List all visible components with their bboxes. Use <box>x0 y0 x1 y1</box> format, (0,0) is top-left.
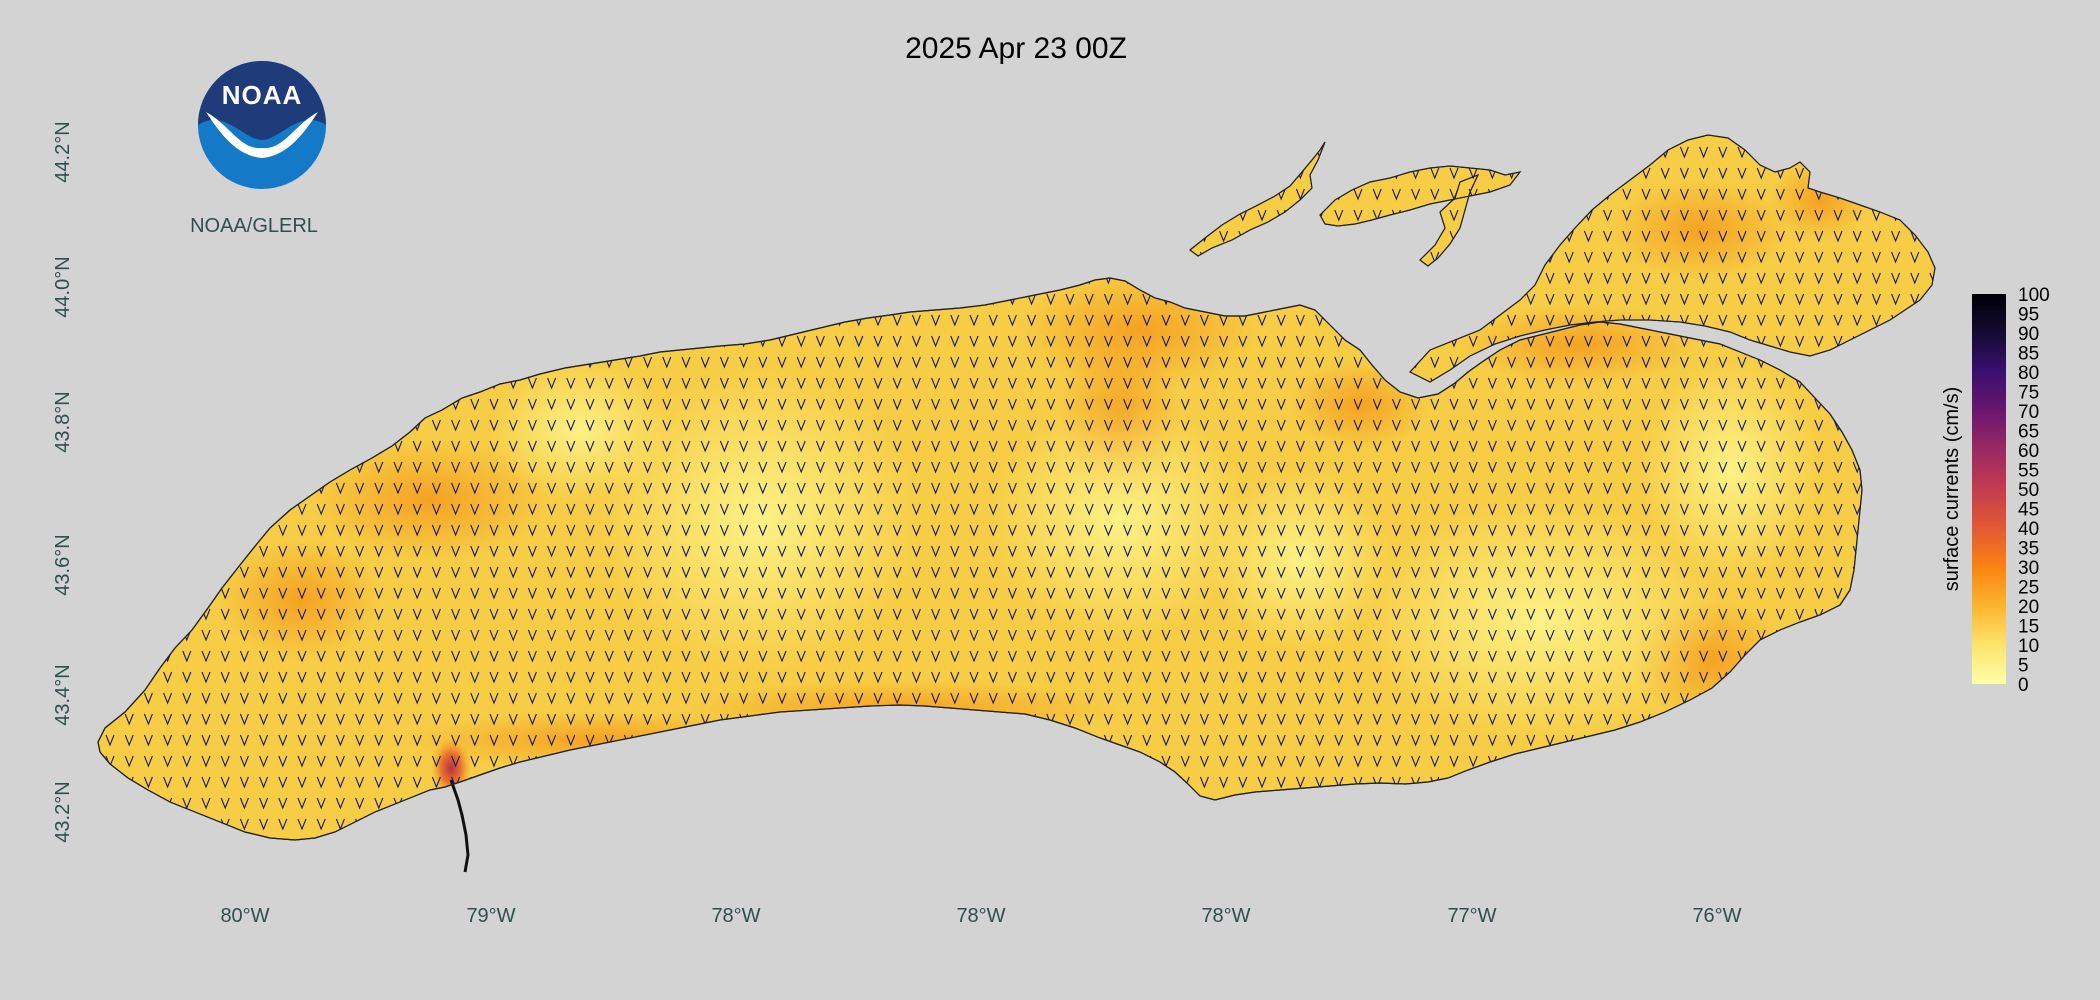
colorbar-tick-label: 45 <box>2018 500 2039 521</box>
colorbar-tick-label: 95 <box>2018 305 2039 326</box>
colorbar-tick-label: 50 <box>2018 480 2039 501</box>
colorbar-tick-label: 100 <box>2018 285 2050 306</box>
lat-label: 44.0°N <box>52 256 74 317</box>
lat-label: 43.2°N <box>52 781 74 842</box>
colorbar-tick-label: 30 <box>2018 558 2039 579</box>
noaa-logo: NOAA <box>198 61 326 189</box>
colorbar-tick-label: 70 <box>2018 402 2039 423</box>
lat-label: 43.4°N <box>52 664 74 725</box>
colorbar-tick-label: 15 <box>2018 617 2039 638</box>
colorbar: surface currents (cm/s) 0510152025303540… <box>1941 285 2050 696</box>
colorbar-tick-label: 65 <box>2018 422 2039 443</box>
colorbar-ticks: 0510152025303540455055606570758085909510… <box>2018 285 2050 696</box>
lon-label: 78°W <box>1201 905 1250 927</box>
lat-label: 44.2°N <box>52 121 74 182</box>
colorbar-tick-label: 75 <box>2018 383 2039 404</box>
colorbar-tick-label: 25 <box>2018 578 2039 599</box>
lon-label: 80°W <box>220 905 269 927</box>
lon-label: 78°W <box>711 905 760 927</box>
colorbar-tick-label: 80 <box>2018 363 2039 384</box>
lat-label: 43.8°N <box>52 391 74 452</box>
noaa-logo-text: NOAA <box>222 80 303 110</box>
colorbar-tick-label: 10 <box>2018 636 2039 657</box>
colorbar-tick-label: 40 <box>2018 519 2039 540</box>
lon-label: 78°W <box>956 905 1005 927</box>
colorbar-tick-label: 20 <box>2018 597 2039 618</box>
colorbar-tick-label: 35 <box>2018 539 2039 560</box>
lat-label: 43.6°N <box>52 534 74 595</box>
credit-label: NOAA/GLERL <box>190 215 318 237</box>
lon-label: 76°W <box>1692 905 1741 927</box>
latitude-axis: 43.2°N 43.4°N 43.6°N 43.8°N 44.0°N 44.2°… <box>52 121 74 842</box>
longitude-axis: 80°W 79°W 78°W 78°W 78°W 77°W 76°W <box>220 905 1741 927</box>
colorbar-label: surface currents (cm/s) <box>1941 387 1963 591</box>
colorbar-tick-label: 0 <box>2018 675 2029 696</box>
map-title: 2025 Apr 23 00Z <box>905 32 1127 65</box>
river-outflow <box>449 779 470 873</box>
colorbar-tick-label: 55 <box>2018 461 2039 482</box>
colorbar-tick-label: 90 <box>2018 324 2039 345</box>
lon-label: 77°W <box>1447 905 1496 927</box>
colorbar-tick-label: 60 <box>2018 441 2039 462</box>
lake-ontario <box>97 134 1936 873</box>
colorbar-gradient <box>1972 294 2006 684</box>
colorbar-tick-label: 5 <box>2018 656 2029 677</box>
lon-label: 79°W <box>466 905 515 927</box>
colorbar-tick-label: 85 <box>2018 344 2039 365</box>
